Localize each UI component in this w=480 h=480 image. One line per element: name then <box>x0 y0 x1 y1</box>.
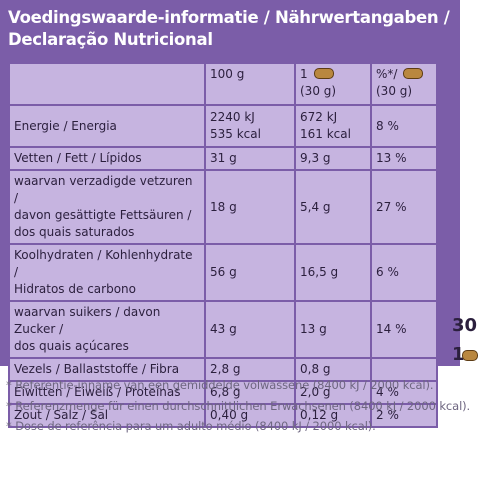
table-row: Energie / Energia 2240 kJ 535 kcal 672 kJ 16… <box>8 104 438 148</box>
row-label: Koolhydraten / Kohlenhydrate / Hidratos d… <box>8 243 206 302</box>
row-value-100g: 2240 kJ 535 kcal <box>204 104 296 148</box>
row-value-percent: 13 % <box>370 146 438 171</box>
chocolate-piece-icon <box>462 350 478 361</box>
row-value-100g: 0,40 g <box>204 403 296 428</box>
table-row: waarvan verzadigde vetzuren / davon gesät… <box>8 169 438 245</box>
header-portion-weight: (30 g) <box>300 84 337 98</box>
row-label: Vetten / Fett / Lípidos <box>8 146 206 171</box>
nutrition-table: 100 g 1 (30 g) %*/ (30 g) Energie / Ener… <box>8 62 438 428</box>
row-label: waarvan verzadigde vetzuren / davon gesät… <box>8 169 206 245</box>
row-label: Eiwitten / Eiweiß / Proteínas <box>8 380 206 405</box>
side-portion-count: 30 <box>452 315 478 336</box>
table-row: waarvan suikers / davon Zucker / dos quai… <box>8 300 438 359</box>
row-value-100g: 6,8 g <box>204 380 296 405</box>
row-label: waarvan suikers / davon Zucker / dos quai… <box>8 300 206 359</box>
header-percent: %*/ (30 g) <box>370 62 438 106</box>
row-value-portion: 0,8 g <box>294 357 372 382</box>
row-value-percent: 8 % <box>370 104 438 148</box>
row-value-100g: 43 g <box>204 300 296 359</box>
side-portion-one: 1 <box>452 344 465 365</box>
row-value-portion: 2,0 g <box>294 380 372 405</box>
table-row: Koolhydraten / Kohlenhydrate / Hidratos d… <box>8 243 438 302</box>
row-value-portion: 0,12 g <box>294 403 372 428</box>
row-value-100g: 56 g <box>204 243 296 302</box>
header-percent-label: %*/ <box>376 67 398 81</box>
table-row: Vezels / Ballaststoffe / Fibra 2,8 g 0,8 g <box>8 357 438 382</box>
header-label-cell <box>8 62 206 106</box>
row-value-100g: 2,8 g <box>204 357 296 382</box>
row-value-percent: 2 % <box>370 403 438 428</box>
row-value-percent: 14 % <box>370 300 438 359</box>
header-portion-count: 1 <box>300 67 308 81</box>
row-value-portion: 9,3 g <box>294 146 372 171</box>
row-value-100g: 18 g <box>204 169 296 245</box>
row-value-percent <box>370 357 438 382</box>
row-label: Energie / Energia <box>8 104 206 148</box>
row-value-portion: 13 g <box>294 300 372 359</box>
chocolate-piece-icon <box>403 68 424 79</box>
header-portion: 1 (30 g) <box>294 62 372 106</box>
header-percent-weight: (30 g) <box>376 84 413 98</box>
row-value-percent: 6 % <box>370 243 438 302</box>
row-value-portion: 672 kJ 161 kcal <box>294 104 372 148</box>
footnote-pt: * Dose de referência para um adulto médi… <box>6 419 376 433</box>
table-row: Vetten / Fett / Lípidos 31 g 9,3 g 13 % <box>8 146 438 171</box>
row-value-percent: 4 % <box>370 380 438 405</box>
row-value-100g: 31 g <box>204 146 296 171</box>
title-line-1: Voedingswaarde-informatie / Nährwertanga… <box>8 8 450 27</box>
row-value-portion: 5,4 g <box>294 169 372 245</box>
header-row: 100 g 1 (30 g) %*/ (30 g) <box>8 62 438 106</box>
header-100g: 100 g <box>204 62 296 106</box>
nutrition-panel: Voedingswaarde-informatie / Nährwertanga… <box>0 0 460 428</box>
row-value-portion: 16,5 g <box>294 243 372 302</box>
title-line-2: Declaração Nutricional <box>8 30 213 49</box>
row-value-percent: 27 % <box>370 169 438 245</box>
chocolate-piece-icon <box>313 68 334 79</box>
footnote-de: * Referenzmenge für einen durchschnittli… <box>6 399 471 413</box>
footnote-nl: * Referentie-inname van een gemiddelde v… <box>6 378 434 392</box>
row-label: Zout / Salz / Sal <box>8 403 206 428</box>
row-label: Vezels / Ballaststoffe / Fibra <box>8 357 206 382</box>
